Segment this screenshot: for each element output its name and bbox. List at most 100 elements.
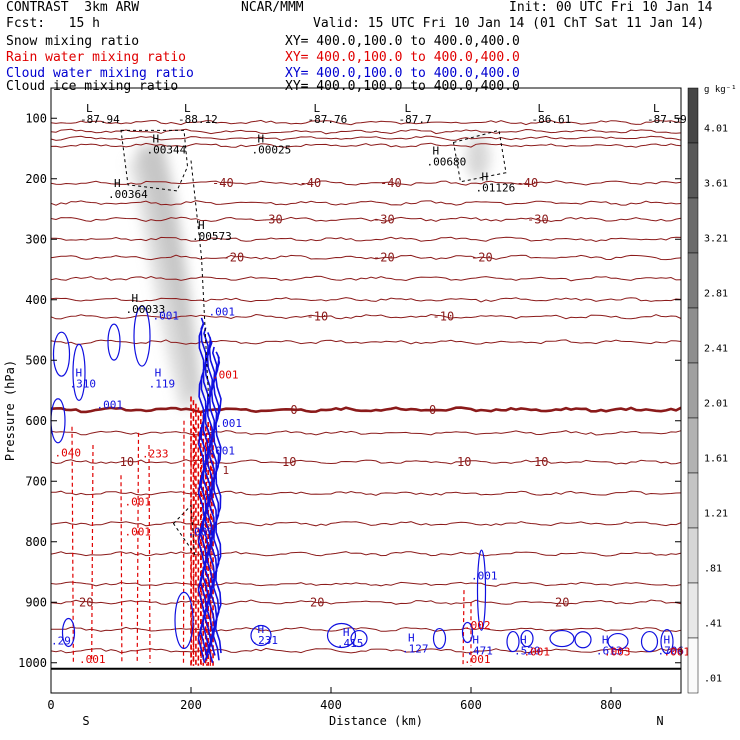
field-xy-rain: XY= 400.0,100.0 to 400.0,400.0 — [285, 50, 520, 65]
plot-frame — [50, 87, 682, 694]
rain-contour — [182, 420, 185, 666]
extremum-marker: H — [408, 632, 415, 645]
x-end-label-south: S — [82, 714, 89, 728]
cloud-water-loop — [72, 343, 86, 401]
temperature-contour-label: 20 — [555, 595, 569, 609]
colorbar-tick-label: 1.61 — [704, 454, 728, 465]
extremum-marker: H — [153, 132, 160, 145]
extremum-marker: H — [664, 633, 671, 646]
field-xy-cloud: XY= 400.0,100.0 to 400.0,400.0 — [285, 66, 520, 81]
cloud-water-loop — [107, 323, 121, 361]
valid-time: Valid: 15 UTC Fri 10 Jan 14 (01 ChT Sat … — [313, 16, 705, 31]
extremum-marker: L — [314, 102, 321, 115]
temperature-contour-label: 10 — [457, 455, 471, 469]
extremum-marker: L — [538, 102, 545, 115]
extremum-marker: L — [653, 102, 660, 115]
contour-value-label: .001 — [216, 417, 243, 430]
temperature-contour-line — [50, 236, 682, 243]
extremum-marker: L — [405, 102, 412, 115]
y-tick-label: 700 — [25, 474, 47, 488]
temperature-contour-line — [50, 430, 682, 436]
colorbar-tick-label: 3.61 — [704, 179, 728, 190]
contour-value-label: .001 — [188, 526, 215, 539]
contour-value-label: .001 — [471, 569, 498, 582]
cloud-water-contour — [210, 346, 218, 656]
colorbar-bin — [687, 362, 699, 419]
field-xy-ice: XY= 400.0,100.0 to 400.0,400.0 — [285, 79, 520, 94]
temperature-contour-line — [51, 490, 682, 496]
temperature-contour-line — [50, 521, 682, 527]
x-tick-label: 400 — [320, 698, 342, 712]
cloud-water-contour — [214, 356, 222, 654]
colorbar-tick-label: 2.41 — [704, 344, 728, 355]
extremum-value: -87.59 — [647, 113, 687, 126]
field-name-snow: Snow mixing ratio — [6, 34, 140, 49]
contour-value-label: .002 — [464, 619, 491, 632]
temperature-contour-label: 20 — [310, 595, 324, 609]
extremum-value: .706 — [658, 644, 685, 657]
temperature-contour-line — [50, 216, 682, 223]
contour-value-label: .001 — [209, 445, 236, 458]
extremum-value: .520 — [514, 644, 541, 657]
contour-value-label: .233 — [142, 448, 169, 461]
temperature-contour-label: -20 — [471, 250, 493, 264]
extremum-value: -87.7 — [399, 113, 432, 126]
colorbar-tick-label: .81 — [704, 564, 722, 575]
rain-contour — [136, 432, 140, 663]
temperature-contour-line — [50, 459, 682, 465]
contour-value-label: .040 — [55, 446, 82, 459]
contour-value-label: 1 — [223, 464, 230, 477]
temperature-contour-line — [50, 297, 682, 303]
temperature-contour-label: 0 — [429, 403, 436, 417]
temperature-contour-line — [50, 581, 682, 587]
temperature-contour-label: -10 — [433, 310, 455, 324]
extremum-marker: H — [602, 633, 609, 646]
cloud-water-loop — [607, 632, 629, 651]
extremum-marker: H — [114, 177, 121, 190]
temperature-contour-label: 0 — [290, 403, 297, 417]
snow-shade-outer — [128, 154, 195, 409]
colorbar-bin — [687, 417, 699, 474]
temperature-contour-line — [51, 626, 682, 633]
rain-contour — [148, 444, 151, 663]
extremum-value: -86.61 — [532, 113, 572, 126]
temperature-contour-label: 10 — [120, 455, 134, 469]
temperature-contour-line — [50, 135, 682, 141]
temperature-contour-label: -30 — [527, 212, 549, 226]
cloud-ice-contour — [452, 129, 507, 183]
extremum-marker: H — [482, 171, 489, 184]
temperature-contour-label: -20 — [223, 250, 245, 264]
cloud-water-loop — [476, 549, 487, 631]
colorbar-tick-label: 2.01 — [704, 399, 728, 410]
extremum-marker: H — [132, 292, 139, 305]
temperature-contour-label: -40 — [517, 176, 539, 190]
temperature-contour-line — [50, 200, 682, 206]
temperature-contour-label: -40 — [212, 176, 234, 190]
temperature-contours — [50, 119, 682, 654]
extremum-value: .00344 — [147, 143, 187, 156]
cloud-water-loop — [520, 629, 534, 648]
cloud-water-loop — [660, 628, 674, 655]
rain-contour — [91, 444, 94, 663]
temperature-contour-line — [50, 647, 682, 654]
temperature-contour-line — [50, 142, 682, 148]
x-tick-label: 600 — [460, 698, 482, 712]
cloud-water-loop — [250, 624, 272, 647]
colorbar-tick-label: 4.01 — [704, 124, 728, 135]
extremum-value: .231 — [252, 634, 279, 647]
extremum-value: .310 — [70, 378, 97, 391]
contour-value-label: .29 — [51, 635, 71, 648]
contour-value-label: .001 — [125, 495, 152, 508]
y-tick-label: 800 — [25, 535, 47, 549]
cloud-water-loop — [326, 622, 357, 649]
y-tick-label: 1000 — [18, 656, 47, 670]
extremum-value: .415 — [337, 637, 364, 650]
field-name-ice: Cloud ice mixing ratio — [6, 79, 179, 94]
colorbar-bin — [687, 307, 699, 364]
cloud-water-loop — [52, 331, 71, 377]
cloud-water-loop — [574, 631, 592, 649]
colorbar-bin — [687, 637, 699, 694]
contour-value-label: .001 — [125, 526, 152, 539]
y-tick-label: 300 — [25, 232, 47, 246]
